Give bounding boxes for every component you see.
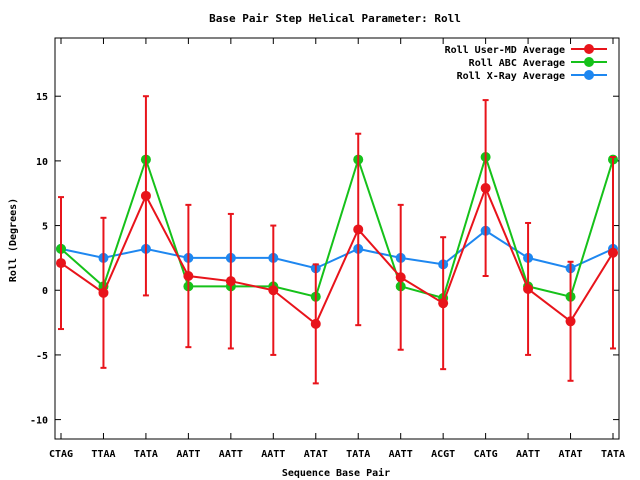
- y-tick-label: 0: [42, 286, 48, 297]
- data-point: [56, 258, 66, 269]
- y-tick-label: -10: [30, 416, 48, 427]
- x-tick-label: ATAT: [304, 449, 328, 460]
- legend-marker: [584, 57, 594, 67]
- x-tick-label: TATA: [346, 449, 370, 460]
- plot-area: [54, 37, 620, 440]
- x-tick-label: TATA: [134, 449, 158, 460]
- data-point: [140, 190, 151, 201]
- y-tick-label: 5: [42, 222, 48, 233]
- data-point: [608, 247, 618, 258]
- data-point: [225, 276, 236, 287]
- series-x-ray: [56, 225, 618, 274]
- plot-border: [54, 37, 620, 440]
- x-axis-label: Sequence Base Pair: [282, 467, 390, 479]
- series-line: [60, 185, 614, 326]
- data-point: [395, 272, 406, 283]
- legend-marker: [584, 44, 594, 54]
- x-tick-label: TATA: [601, 449, 625, 460]
- data-point: [480, 183, 491, 194]
- data-point: [310, 318, 321, 329]
- y-axis-label: Roll (Degrees): [8, 198, 19, 282]
- legend-marker: [584, 70, 594, 80]
- x-tick-label: AATT: [176, 449, 200, 460]
- y-tick-label: 15: [36, 92, 48, 103]
- data-point: [438, 298, 449, 309]
- y-tick-label: 10: [36, 157, 48, 168]
- x-tick-label: AATT: [261, 449, 285, 460]
- y-tick-label: -5: [36, 351, 48, 362]
- x-tick-label: ATAT: [558, 449, 582, 460]
- series-line: [60, 229, 614, 270]
- data-point: [523, 283, 534, 294]
- series-abc: [56, 152, 618, 304]
- x-axis: CTAG TTAA TATA AATT AATT AATT ATAT TATA AATT ACGT…: [49, 38, 625, 460]
- legend-label: Roll X-Ray Average: [457, 71, 565, 82]
- legend: Roll User-MD Average Roll ABC Average Roll…: [445, 44, 607, 82]
- data-point: [565, 316, 576, 327]
- x-tick-label: CATG: [474, 449, 498, 460]
- series-line: [60, 153, 614, 300]
- x-tick-label: ACGT: [431, 449, 455, 460]
- data-point: [268, 285, 279, 296]
- data-point: [183, 271, 194, 282]
- x-tick-label: AATT: [516, 449, 540, 460]
- legend-label: Roll User-MD Average: [445, 45, 565, 56]
- x-tick-label: TTAA: [91, 449, 115, 460]
- x-tick-label: AATT: [219, 449, 243, 460]
- chart-title: Base Pair Step Helical Parameter: Roll: [209, 12, 461, 25]
- series-user-md: [56, 95, 618, 385]
- data-point: [98, 287, 109, 298]
- legend-label: Roll ABC Average: [469, 58, 565, 69]
- x-tick-label: CTAG: [49, 449, 73, 460]
- series-group: [56, 95, 618, 385]
- x-tick-label: AATT: [389, 449, 413, 460]
- data-point: [353, 224, 364, 235]
